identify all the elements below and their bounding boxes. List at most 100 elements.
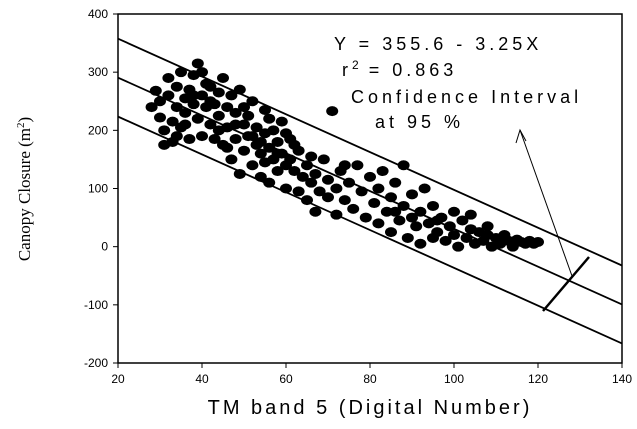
x-tick-label: 80 — [363, 372, 377, 386]
data-point — [238, 102, 250, 113]
data-point — [406, 212, 418, 223]
data-point — [233, 168, 246, 179]
data-point — [288, 139, 301, 150]
data-point — [448, 230, 460, 241]
data-point — [217, 72, 229, 83]
data-point — [389, 177, 402, 188]
data-point — [372, 218, 385, 229]
y-axis-ticks: -200 -100 0 100 200 300 400 — [84, 7, 118, 370]
data-point — [170, 81, 183, 92]
data-point — [263, 113, 276, 124]
data-point — [275, 116, 288, 127]
data-point — [498, 232, 511, 243]
regression-lines — [118, 37, 622, 345]
data-point — [229, 107, 242, 118]
data-point — [313, 186, 326, 197]
data-point — [187, 90, 200, 101]
y-tick-label: 300 — [88, 65, 108, 79]
data-point — [309, 206, 322, 217]
data-point — [162, 90, 175, 101]
data-points — [145, 58, 544, 252]
data-point — [322, 174, 334, 185]
data-point — [250, 122, 263, 133]
y-tick-label: 400 — [88, 7, 108, 21]
confidence-level-label: at 95 % — [375, 112, 464, 132]
data-point — [183, 134, 196, 145]
y-tick-label: -200 — [84, 356, 108, 370]
x-axis-ticks: 20 40 60 80 100 120 140 — [111, 363, 632, 386]
data-point — [154, 112, 166, 123]
data-point — [427, 200, 439, 211]
regression-line — [118, 76, 622, 306]
data-point — [259, 104, 271, 115]
data-point — [401, 232, 414, 243]
data-point — [414, 238, 427, 249]
y-axis-label: Canopy Closure (m2) — [15, 117, 34, 261]
data-point — [452, 241, 465, 252]
lower-confidence-line — [118, 115, 622, 345]
data-point — [464, 209, 477, 220]
data-point — [439, 235, 452, 246]
x-tick-label: 120 — [528, 372, 548, 386]
data-point — [410, 221, 423, 232]
data-point — [351, 160, 364, 171]
data-point — [292, 186, 305, 197]
data-point — [418, 183, 431, 194]
x-tick-label: 60 — [279, 372, 293, 386]
data-point — [267, 125, 280, 136]
data-point — [393, 215, 406, 226]
data-point — [196, 90, 208, 101]
data-point — [359, 212, 372, 223]
y-tick-label: 100 — [88, 182, 108, 196]
data-point — [330, 183, 343, 194]
data-point — [301, 160, 313, 171]
data-point — [305, 151, 318, 162]
confidence-width-marker — [542, 256, 590, 312]
data-point — [389, 206, 402, 217]
data-point — [212, 110, 225, 121]
data-point — [175, 67, 187, 78]
data-point — [196, 131, 208, 142]
data-point — [229, 119, 242, 130]
data-point — [179, 107, 192, 118]
r-squared-prefix: r — [342, 60, 352, 80]
data-point — [376, 166, 389, 177]
data-point — [406, 189, 418, 200]
data-point — [221, 102, 234, 113]
data-point — [326, 106, 339, 117]
confidence-arrow — [515, 128, 573, 277]
data-point — [481, 230, 494, 241]
data-point — [448, 206, 460, 217]
x-axis-label: TM band 5 (Digital Number) — [208, 397, 533, 419]
data-point — [532, 237, 544, 248]
data-point — [456, 215, 469, 226]
data-point — [229, 134, 242, 145]
data-point — [204, 81, 217, 92]
r-squared-annotation: r2 = 0.863 — [342, 58, 457, 80]
data-point — [187, 99, 200, 110]
data-point — [221, 142, 234, 153]
data-point — [338, 160, 351, 171]
data-point — [364, 171, 376, 182]
y-tick-label: 0 — [101, 240, 108, 254]
data-point — [179, 119, 192, 130]
data-point — [385, 227, 397, 238]
data-point — [145, 102, 158, 113]
x-tick-label: 100 — [444, 372, 464, 386]
upper-confidence-line — [118, 37, 622, 267]
data-point — [380, 206, 393, 217]
x-tick-label: 40 — [195, 372, 209, 386]
data-point — [166, 116, 179, 127]
data-point — [305, 177, 318, 188]
data-point — [204, 119, 217, 130]
data-point — [238, 119, 250, 130]
data-point — [481, 221, 494, 232]
data-point — [212, 87, 225, 98]
data-point — [254, 148, 267, 159]
data-point — [288, 166, 301, 177]
data-point — [238, 145, 250, 156]
equation-annotation: Y = 355.6 - 3.25X — [334, 34, 542, 54]
data-point — [225, 154, 238, 165]
data-point — [212, 125, 225, 136]
y-tick-label: -100 — [84, 298, 108, 312]
